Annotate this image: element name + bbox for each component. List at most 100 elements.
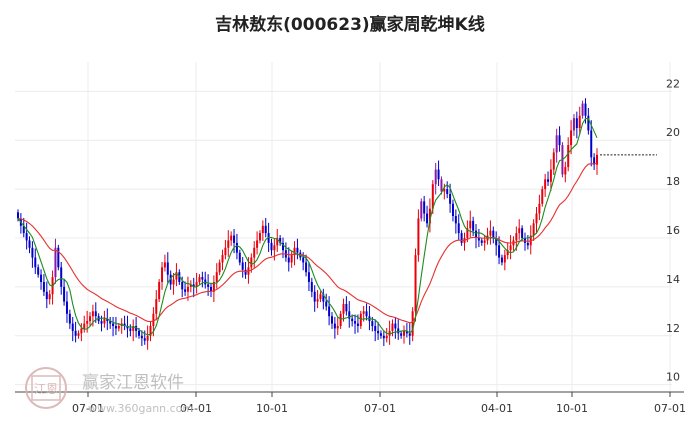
candle-body	[555, 135, 558, 153]
candle-body	[57, 247, 60, 268]
candle-body	[397, 328, 400, 334]
candle	[149, 321, 152, 342]
candle	[443, 183, 446, 200]
candle-body	[34, 257, 37, 268]
candle	[284, 242, 287, 262]
candle-body	[140, 335, 143, 339]
x-tick-label: 10-01	[256, 402, 288, 415]
candle	[207, 274, 210, 296]
candle-body	[475, 230, 478, 238]
candle	[480, 237, 483, 246]
candle	[451, 199, 454, 222]
candle-body	[567, 145, 570, 168]
candle-body	[480, 240, 483, 243]
candle-body	[207, 284, 210, 287]
candle	[175, 263, 178, 287]
candle	[77, 330, 80, 339]
candle-body	[22, 225, 25, 234]
candle	[261, 220, 264, 241]
candle-body	[400, 333, 403, 336]
candle-body	[374, 326, 377, 331]
candle	[158, 279, 161, 303]
candle-body	[382, 335, 385, 339]
candle-body	[342, 304, 345, 314]
candle-body	[333, 323, 336, 329]
candle-body	[523, 238, 526, 243]
candle-body	[91, 311, 94, 317]
candle-body	[362, 311, 365, 314]
candle-body	[109, 321, 112, 324]
candle-body	[446, 189, 449, 194]
y-tick-label: 22	[666, 77, 680, 90]
candle	[290, 250, 293, 268]
candle-body	[230, 235, 233, 241]
candle-body	[65, 301, 68, 314]
watermark: 江恩 赢家江恩软件 www.360gann.com	[25, 367, 193, 415]
candle-body	[296, 247, 299, 253]
candle	[296, 238, 299, 260]
candle	[342, 298, 345, 322]
candle-body	[258, 233, 261, 241]
candle	[544, 173, 547, 197]
candle-body	[45, 291, 48, 300]
candle-body	[356, 323, 359, 326]
candle-body	[132, 326, 135, 331]
candle	[325, 293, 328, 311]
y-axis-labels: 10 12 14 16 18 20 22	[666, 77, 680, 383]
candle	[37, 264, 40, 278]
candle-body	[365, 311, 368, 317]
candle	[405, 323, 408, 338]
candle	[233, 228, 236, 254]
y-tick-label: 12	[666, 322, 680, 335]
candle	[570, 120, 573, 155]
candle	[198, 274, 201, 285]
candle	[264, 217, 267, 238]
candle	[587, 107, 590, 135]
candle	[460, 230, 463, 246]
candle	[500, 254, 503, 266]
candle-body	[244, 269, 247, 275]
candle-body	[587, 115, 590, 131]
watermark-url: www.360gann.com	[88, 402, 193, 415]
candle	[403, 325, 405, 344]
candle-body	[319, 294, 322, 300]
candle	[224, 239, 227, 260]
candle	[322, 288, 325, 310]
candle	[65, 291, 68, 323]
candle	[472, 216, 475, 237]
candle-body	[521, 228, 524, 238]
candle-body	[328, 306, 331, 317]
candle-body	[17, 212, 19, 219]
candle	[114, 316, 117, 336]
candle	[282, 237, 285, 259]
candle	[40, 269, 43, 290]
candle-body	[158, 282, 161, 300]
candle	[273, 238, 276, 261]
candle	[385, 327, 388, 343]
candle-body	[431, 184, 434, 209]
candle-body	[408, 333, 411, 336]
candle	[388, 320, 391, 345]
candle	[313, 285, 316, 312]
candle	[526, 235, 529, 250]
candle-body	[290, 255, 293, 263]
candle	[469, 210, 472, 238]
candle	[63, 279, 66, 306]
candle	[109, 316, 112, 329]
y-tick-label: 18	[666, 175, 680, 188]
candle-body	[161, 267, 164, 282]
candle-body	[123, 323, 126, 326]
candle-body	[293, 247, 296, 256]
candle	[596, 148, 598, 175]
candle-body	[489, 230, 492, 236]
candle	[446, 181, 449, 199]
candle-body	[581, 103, 584, 116]
candle	[201, 271, 204, 288]
y-tick-label: 20	[666, 126, 680, 139]
candle	[417, 209, 420, 262]
candle-body	[40, 274, 43, 282]
candle	[440, 176, 443, 195]
candle	[238, 249, 241, 266]
candle-body	[80, 328, 83, 334]
